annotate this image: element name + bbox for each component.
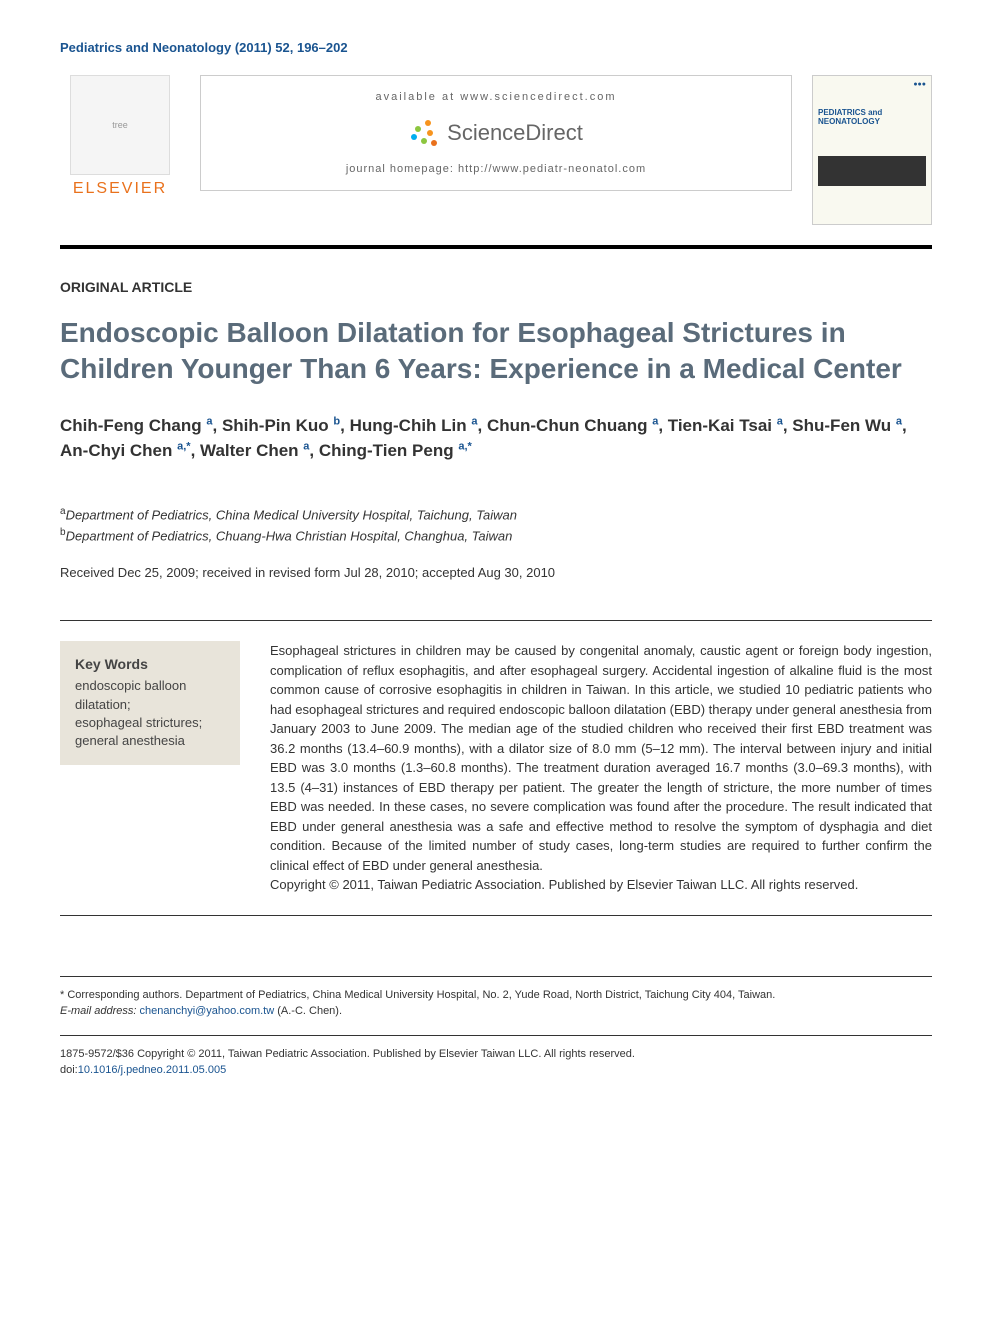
- doi-link[interactable]: 10.1016/j.pedneo.2011.05.005: [78, 1064, 226, 1076]
- article-type: ORIGINAL ARTICLE: [60, 279, 932, 295]
- keywords-list: endoscopic balloon dilatation;esophageal…: [75, 677, 225, 750]
- sciencedirect-text: ScienceDirect: [447, 120, 583, 146]
- available-at: available at www.sciencedirect.com: [211, 91, 781, 103]
- keywords-box: Key Words endoscopic balloon dilatation;…: [60, 641, 240, 765]
- corresponding-note: * Corresponding authors. Department of P…: [60, 987, 932, 1004]
- sciencedirect-logo: ScienceDirect: [211, 118, 781, 148]
- article-dates: Received Dec 25, 2009; received in revis…: [60, 565, 932, 580]
- affiliation-b: bDepartment of Pediatrics, Chuang-Hwa Ch…: [60, 525, 932, 546]
- journal-homepage: journal homepage: http://www.pediatr-neo…: [211, 163, 781, 175]
- elsevier-text: ELSEVIER: [60, 180, 180, 198]
- keywords-title: Key Words: [75, 656, 225, 672]
- abstract-text: Esophageal strictures in children may be…: [270, 641, 932, 895]
- authors-list: Chih-Feng Chang a, Shih-Pin Kuo b, Hung-…: [60, 413, 932, 464]
- email-link[interactable]: chenanchyi@yahoo.com.tw: [139, 1005, 274, 1017]
- header-center: available at www.sciencedirect.com Scien…: [200, 75, 792, 191]
- elsevier-tree-icon: tree: [70, 75, 170, 175]
- issn-copyright: 1875-9572/$36 Copyright © 2011, Taiwan P…: [60, 1046, 932, 1063]
- journal-cover-thumb: ●●● PEDIATRICS and NEONATOLOGY: [812, 75, 932, 225]
- journal-reference: Pediatrics and Neonatology (2011) 52, 19…: [60, 40, 932, 55]
- footer-block: * Corresponding authors. Department of P…: [60, 976, 932, 1079]
- article-title: Endoscopic Balloon Dilatation for Esopha…: [60, 315, 932, 388]
- affiliation-a: aDepartment of Pediatrics, China Medical…: [60, 504, 932, 525]
- header-block: tree ELSEVIER available at www.sciencedi…: [60, 75, 932, 249]
- doi-line: doi:10.1016/j.pedneo.2011.05.005: [60, 1062, 932, 1079]
- elsevier-logo: tree ELSEVIER: [60, 75, 180, 198]
- sd-dots-icon: [409, 118, 439, 148]
- email-line: E-mail address: chenanchyi@yahoo.com.tw …: [60, 1003, 932, 1020]
- affiliations: aDepartment of Pediatrics, China Medical…: [60, 504, 932, 546]
- abstract-block: Key Words endoscopic balloon dilatation;…: [60, 620, 932, 916]
